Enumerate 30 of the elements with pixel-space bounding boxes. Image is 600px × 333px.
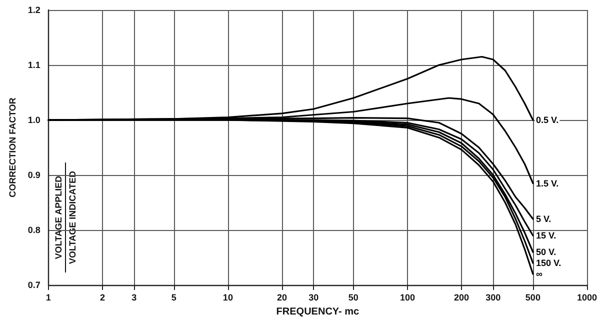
x-tick-label: 100: [400, 292, 415, 302]
series-label: 15 V.: [536, 230, 556, 240]
series-label: 0.5 V.: [536, 115, 559, 125]
annotation: VOLTAGE APPLIED: [54, 175, 64, 260]
y-tick-label: 0.9: [28, 170, 40, 180]
x-tick-label: 20: [276, 292, 287, 302]
y-tick-label: 0.8: [28, 225, 40, 235]
series-label: 50 V.: [536, 247, 556, 257]
x-tick-label: 1000: [576, 292, 598, 302]
series-label: 5 V.: [536, 214, 552, 224]
y-tick-label: 0.7: [28, 280, 40, 290]
series-label: 1.5 V.: [536, 178, 559, 188]
x-tick-label: 50: [348, 292, 358, 302]
x-tick-label: 10: [222, 292, 233, 302]
x-tick-label: 500: [525, 292, 540, 302]
x-tick-label: 3: [132, 292, 137, 302]
series-label: 150 V.: [536, 258, 562, 268]
x-tick-label: 1: [46, 292, 51, 302]
y-tick-label: 1.0: [28, 115, 40, 125]
y-tick-label: 1.1: [28, 60, 40, 70]
x-tick-label: 300: [486, 292, 501, 302]
x-axis-title: FREQUENCY- mc: [276, 306, 360, 318]
annotation: VOLTAGE INDICATED: [68, 170, 78, 264]
x-tick-label: 2: [100, 292, 105, 302]
y-tick-label: 1.2: [28, 5, 40, 15]
series-label: ∞: [536, 269, 543, 279]
x-tick-label: 200: [454, 292, 470, 302]
x-tick-label: 5: [171, 292, 176, 302]
y-axis-title: CORRECTION FACTOR: [8, 97, 18, 198]
x-tick-label: 30: [308, 292, 319, 302]
